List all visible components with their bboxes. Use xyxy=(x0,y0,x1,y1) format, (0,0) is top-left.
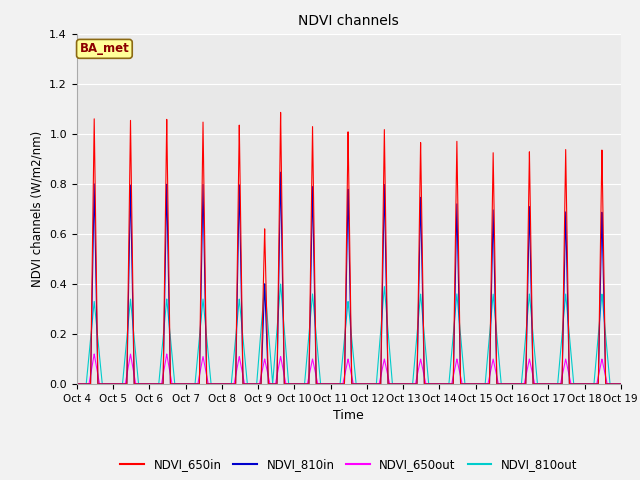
NDVI_650in xyxy=(180,381,188,387)
NDVI_650in xyxy=(339,381,347,387)
X-axis label: Time: Time xyxy=(333,409,364,422)
NDVI_650out xyxy=(617,381,625,387)
Line: NDVI_650out: NDVI_650out xyxy=(77,354,621,384)
NDVI_650out xyxy=(180,381,188,387)
NDVI_650in xyxy=(76,381,83,387)
Title: NDVI channels: NDVI channels xyxy=(298,14,399,28)
NDVI_650out xyxy=(588,381,596,387)
Text: BA_met: BA_met xyxy=(79,42,129,55)
Line: NDVI_810out: NDVI_810out xyxy=(77,284,621,384)
NDVI_650in xyxy=(106,381,113,387)
NDVI_650out xyxy=(73,381,81,387)
NDVI_810out xyxy=(106,381,113,387)
Legend: NDVI_650in, NDVI_810in, NDVI_650out, NDVI_810out: NDVI_650in, NDVI_810in, NDVI_650out, NDV… xyxy=(116,454,582,476)
Line: NDVI_650in: NDVI_650in xyxy=(77,112,621,384)
NDVI_650in xyxy=(95,381,103,387)
NDVI_810out xyxy=(73,381,81,387)
NDVI_810in xyxy=(339,381,347,387)
NDVI_810in xyxy=(276,169,284,175)
NDVI_810in xyxy=(95,381,103,387)
NDVI_810out xyxy=(617,381,625,387)
NDVI_810in xyxy=(180,381,188,387)
NDVI_650out xyxy=(95,381,103,387)
NDVI_810in xyxy=(73,381,81,387)
NDVI_650in xyxy=(276,109,284,115)
Line: NDVI_810in: NDVI_810in xyxy=(77,172,621,384)
NDVI_650out xyxy=(76,381,83,387)
NDVI_810out xyxy=(339,353,347,359)
NDVI_810out xyxy=(95,351,103,357)
NDVI_810out xyxy=(261,281,269,287)
Bar xyxy=(77,34,621,84)
Y-axis label: NDVI channels (W/m2/nm): NDVI channels (W/m2/nm) xyxy=(31,131,44,287)
NDVI_810out xyxy=(588,381,596,387)
NDVI_810out xyxy=(76,381,83,387)
NDVI_650in xyxy=(73,381,81,387)
NDVI_650in xyxy=(588,381,596,387)
NDVI_810out xyxy=(180,381,188,387)
NDVI_650in xyxy=(617,381,625,387)
NDVI_650out xyxy=(106,381,113,387)
NDVI_650out xyxy=(339,381,347,387)
NDVI_810in xyxy=(106,381,113,387)
NDVI_650out xyxy=(90,351,98,357)
NDVI_810in xyxy=(76,381,83,387)
NDVI_810in xyxy=(617,381,625,387)
NDVI_810in xyxy=(588,381,596,387)
